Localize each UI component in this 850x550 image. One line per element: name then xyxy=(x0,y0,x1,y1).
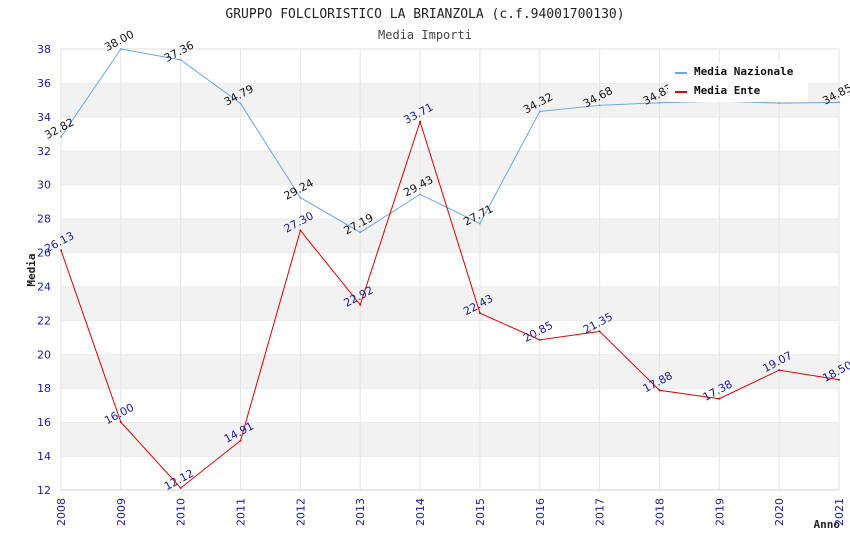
x-tick-label: 2020 xyxy=(773,498,786,526)
y-tick-label: 26 xyxy=(37,247,51,260)
data-point xyxy=(419,193,422,196)
data-point xyxy=(658,101,661,104)
y-tick-label: 38 xyxy=(37,43,51,56)
x-tick-label: 2021 xyxy=(833,498,846,526)
data-point xyxy=(538,110,541,113)
x-tick-label: 2016 xyxy=(534,498,547,526)
data-point xyxy=(239,102,242,105)
grid-band xyxy=(61,286,839,321)
y-tick-label: 14 xyxy=(37,450,51,463)
y-tick-label: 22 xyxy=(37,314,51,327)
chart-subtitle: Media Importi xyxy=(378,28,472,42)
y-ticks: 12 14 16 18 20 22 24 26 28 30 32 34 36 38 xyxy=(37,43,51,497)
x-axis-label: Anno xyxy=(814,518,841,531)
data-point xyxy=(179,486,182,489)
data-point xyxy=(718,397,721,400)
data-point xyxy=(60,135,62,138)
y-tick-label: 30 xyxy=(37,179,51,192)
x-tick-label: 2018 xyxy=(653,498,666,526)
data-point xyxy=(598,330,601,333)
y-tick-label: 32 xyxy=(37,145,51,158)
x-tick-label: 2013 xyxy=(354,498,367,526)
data-point xyxy=(778,369,781,372)
grid-band xyxy=(61,388,839,423)
grid-bands xyxy=(61,48,839,490)
data-point xyxy=(359,303,362,306)
data-point xyxy=(119,421,122,424)
legend-label-nazionale: Media Nazionale xyxy=(694,65,794,78)
grid-band xyxy=(61,184,839,219)
x-tick-label: 2010 xyxy=(175,498,188,526)
data-point xyxy=(60,249,62,252)
grid-band xyxy=(61,456,839,490)
data-point xyxy=(838,378,840,381)
data-point xyxy=(419,120,422,123)
chart-title: GRUPPO FOLCLORISTICO LA BRIANZOLA (c.f.9… xyxy=(225,7,624,22)
data-point xyxy=(838,101,840,104)
x-tick-label: 2014 xyxy=(414,498,427,526)
y-tick-label: 18 xyxy=(37,382,51,395)
y-tick-label: 34 xyxy=(37,111,51,124)
x-tick-label: 2017 xyxy=(594,498,607,526)
y-tick-label: 24 xyxy=(37,280,51,293)
x-tick-label: 2011 xyxy=(235,498,248,526)
grid-band xyxy=(61,422,839,457)
y-tick-label: 12 xyxy=(37,484,51,497)
x-tick-label: 2015 xyxy=(474,498,487,526)
x-tick-label: 2019 xyxy=(713,498,726,526)
data-point xyxy=(239,439,242,442)
data-point xyxy=(538,338,541,341)
y-tick-label: 16 xyxy=(37,416,51,429)
series-line-ente xyxy=(60,120,840,489)
legend-background xyxy=(668,62,808,102)
grid-band xyxy=(61,252,839,287)
data-point xyxy=(778,102,781,105)
data-point xyxy=(179,58,182,61)
y-tick-label: 28 xyxy=(37,213,51,226)
data-point xyxy=(478,222,481,225)
legend: Media Nazionale Media Ente xyxy=(668,62,808,102)
y-tick-label: 20 xyxy=(37,348,51,361)
legend-label-ente: Media Ente xyxy=(694,84,761,97)
data-point xyxy=(478,312,481,315)
data-point xyxy=(359,231,362,234)
x-tick-label: 2012 xyxy=(294,498,307,526)
y-tick-label: 36 xyxy=(37,77,51,90)
x-tick-label: 2009 xyxy=(115,498,128,526)
x-ticks: 2008 2009 2010 2011 2012 2013 2014 2015 2016 2017… xyxy=(55,49,846,526)
grid-band xyxy=(61,354,839,389)
x-tick-label: 2008 xyxy=(55,498,68,526)
data-point xyxy=(299,229,302,232)
grid-band xyxy=(61,116,839,151)
data-point xyxy=(658,389,661,392)
grid-band xyxy=(61,150,839,185)
data-point xyxy=(598,104,601,107)
grid-band xyxy=(61,320,839,355)
y-axis-label: Media xyxy=(25,253,38,286)
data-point xyxy=(119,48,122,50)
data-point xyxy=(299,196,302,199)
grid-band xyxy=(61,218,839,253)
